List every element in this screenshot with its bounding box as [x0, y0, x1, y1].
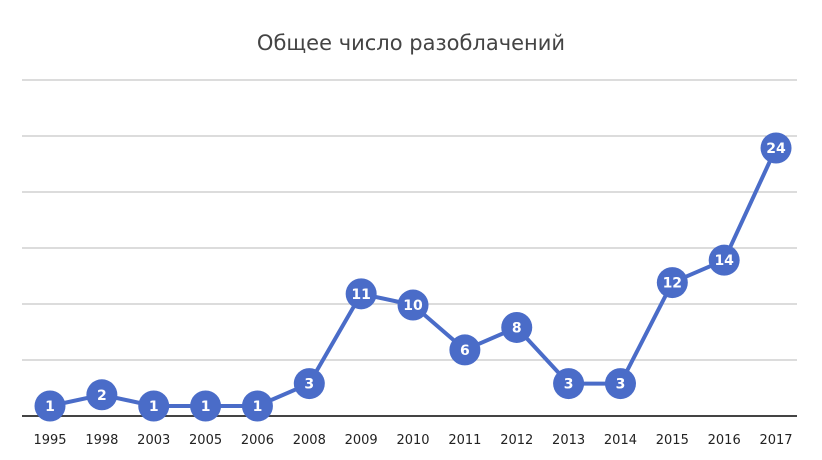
x-tick-label: 2010: [396, 433, 429, 448]
data-point: [708, 244, 740, 276]
x-tick-label: 2009: [345, 433, 378, 448]
data-point: [397, 289, 429, 321]
x-tick-label: 2015: [656, 433, 689, 448]
x-tick-label: 2012: [500, 433, 533, 448]
x-axis-ticks: 1995 1998 2003 2005 2006 2008 2009 2010 2011 2012…: [33, 433, 792, 448]
data-point: [345, 278, 377, 310]
data-point: [656, 267, 688, 299]
data-point: [138, 390, 170, 422]
data-point: [501, 311, 533, 343]
grid-lines: [22, 79, 797, 417]
x-tick-label: 2011: [448, 433, 481, 448]
x-tick-label: 2005: [189, 433, 222, 448]
x-tick-label: 2013: [552, 433, 585, 448]
data-label: 8: [512, 320, 522, 336]
data-point: [34, 390, 66, 422]
data-label: 1: [253, 399, 263, 415]
x-tick-label: 1995: [33, 433, 66, 448]
x-tick-label: 2014: [604, 433, 637, 448]
data-label: 3: [564, 377, 574, 393]
data-label: 1: [149, 399, 159, 415]
data-point: [190, 390, 222, 422]
data-label: 11: [351, 287, 370, 303]
data-label: 3: [304, 377, 314, 393]
data-label: 12: [663, 276, 682, 292]
x-tick-label: 2006: [241, 433, 274, 448]
chart-title: Общее число разоблачений: [257, 31, 565, 55]
data-label: 1: [45, 399, 55, 415]
data-label: 6: [460, 343, 470, 359]
data-label: 2: [97, 388, 107, 404]
data-label: 10: [403, 298, 423, 314]
x-tick-label: 2003: [137, 433, 170, 448]
x-tick-label: 1998: [85, 433, 118, 448]
data-point: [86, 379, 118, 411]
data-label: 3: [616, 377, 626, 393]
data-point: [241, 390, 273, 422]
data-label: 14: [714, 253, 734, 269]
x-tick-label: 2008: [293, 433, 326, 448]
x-tick-label: 2016: [708, 433, 741, 448]
data-label: 24: [766, 141, 786, 157]
data-point: [760, 132, 792, 164]
data-label: 1: [201, 399, 211, 415]
data-point: [293, 368, 325, 400]
x-tick-label: 2017: [759, 433, 792, 448]
data-point: [604, 368, 636, 400]
data-point: [449, 334, 481, 366]
data-point: [553, 368, 585, 400]
